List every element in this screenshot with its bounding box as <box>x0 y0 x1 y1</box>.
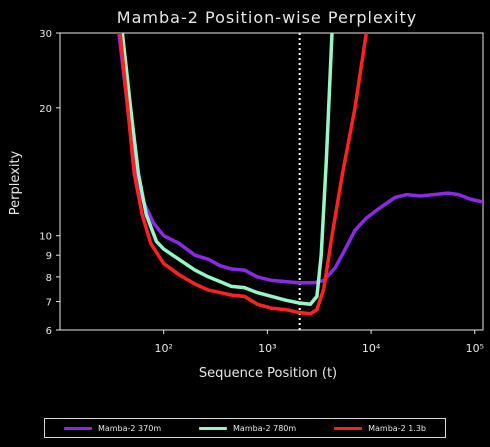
y-axis-label: Perplexity <box>8 150 23 215</box>
legend-item: Mamba-2 780m <box>199 424 296 433</box>
series-line <box>118 33 369 316</box>
series-lines <box>117 33 483 316</box>
legend-item: Mamba-2 1.3b <box>334 424 426 433</box>
series-line <box>120 33 334 306</box>
legend-item: Mamba-2 370m <box>63 423 162 433</box>
y-tick-label: 20 <box>39 104 52 115</box>
x-axis-label: Sequence Position (t) <box>199 366 337 381</box>
legend-swatch <box>63 426 92 430</box>
legend-label: Mamba-2 780m <box>233 423 297 433</box>
legend: Mamba-2 370m Mamba-2 780m Mamba-2 1.3b <box>44 418 446 438</box>
series-line <box>117 33 483 285</box>
y-tick-label: 9 <box>46 251 52 262</box>
plot-frame <box>59 32 484 331</box>
x-tick-label: 10³ <box>258 342 276 355</box>
chart-title: Mamba-2 Position-wise Perplexity <box>117 8 417 27</box>
y-tick-label: 6 <box>46 326 52 337</box>
legend-swatch <box>334 426 363 430</box>
axis-ticks: 10² 10³ 10⁴ 10⁵ 6 7 8 9 10 20 30 <box>39 29 484 355</box>
y-tick-label: 10 <box>39 232 52 243</box>
y-tick-label: 8 <box>46 273 52 284</box>
x-tick-label: 10⁴ <box>362 342 381 355</box>
x-tick-label: 10² <box>154 342 172 355</box>
legend-swatch <box>199 426 228 430</box>
x-tick-label: 10⁵ <box>466 342 484 355</box>
y-tick-label: 7 <box>46 298 52 309</box>
legend-label: Mamba-2 370m <box>97 423 162 433</box>
y-tick-label: 30 <box>39 29 52 40</box>
legend-label: Mamba-2 1.3b <box>368 423 427 433</box>
